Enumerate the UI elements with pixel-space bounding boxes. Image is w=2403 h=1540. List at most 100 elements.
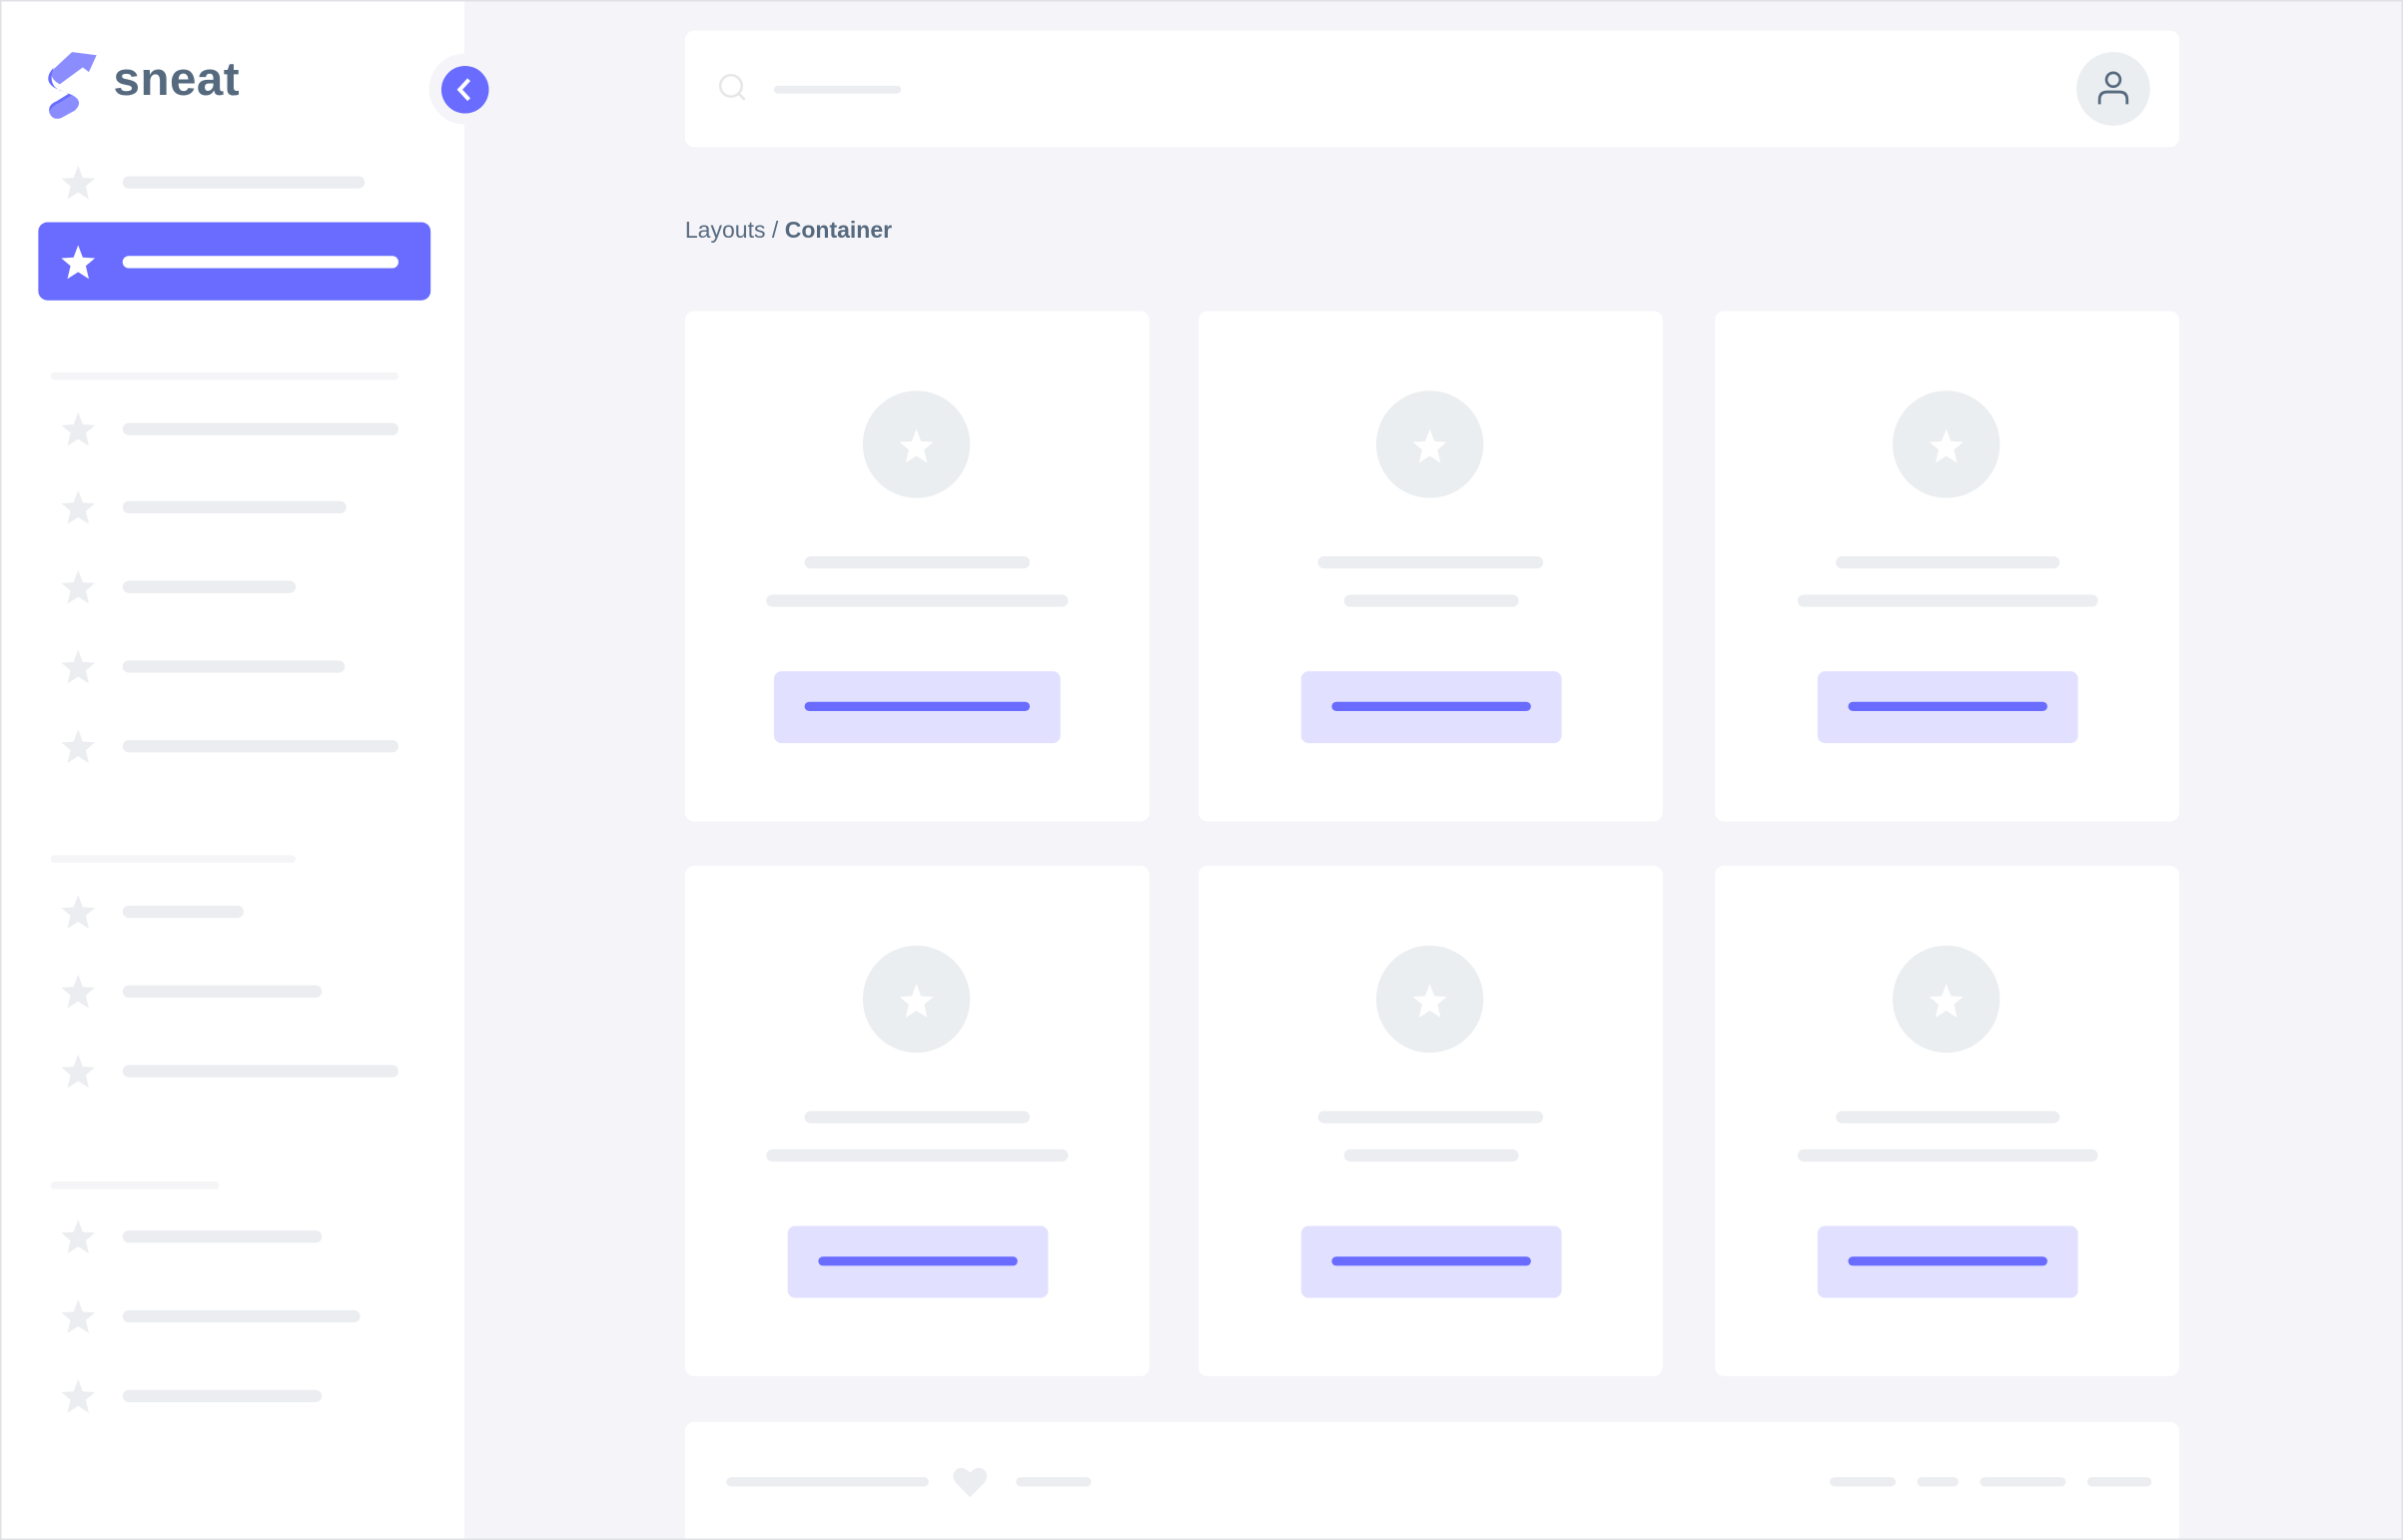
star-icon (61, 649, 96, 684)
star-icon (61, 1219, 96, 1254)
card-button-label (1331, 1256, 1531, 1266)
sidebar-item-label (122, 1389, 323, 1402)
card-icon-circle (862, 945, 971, 1054)
collapse-sidebar-button[interactable] (440, 65, 489, 114)
card-text (1797, 1149, 2098, 1162)
card-text (766, 594, 1069, 607)
card-title (1836, 555, 2060, 569)
card-icon-circle (1892, 390, 2001, 498)
card-button[interactable] (1817, 1225, 2078, 1298)
content-card (684, 865, 1150, 1376)
footer-link[interactable] (1917, 1477, 1959, 1487)
sidebar-item[interactable] (48, 476, 415, 537)
card-button-label (1331, 701, 1531, 711)
card-button[interactable] (1300, 671, 1562, 744)
star-icon (61, 1054, 96, 1089)
star-icon (1929, 984, 1964, 1018)
sidebar-item[interactable] (48, 1206, 415, 1267)
star-icon (61, 569, 96, 604)
star-icon (61, 1299, 96, 1333)
content-card (684, 311, 1150, 822)
star-icon (899, 428, 934, 463)
footer-link[interactable] (2086, 1477, 2152, 1487)
star-icon (1412, 984, 1447, 1018)
sidebar-item[interactable] (48, 636, 415, 697)
sidebar-item-label (122, 740, 399, 753)
star-icon (1412, 428, 1447, 463)
sidebar-item[interactable] (48, 716, 415, 777)
sidebar-item-label (122, 500, 347, 514)
sidebar-item[interactable] (48, 1285, 415, 1346)
sidebar-section-header (50, 372, 399, 381)
sidebar-item-label (122, 580, 297, 593)
content-card (1714, 865, 2179, 1376)
card-text (1797, 594, 2098, 607)
breadcrumb-parent[interactable]: Layouts (684, 217, 766, 244)
user-avatar[interactable] (2076, 52, 2150, 126)
content-card (1714, 311, 2179, 822)
content-card (1198, 311, 1663, 822)
sidebar-item[interactable] (48, 1365, 415, 1426)
card-text (766, 1149, 1069, 1162)
sidebar-item[interactable] (48, 1041, 415, 1102)
sidebar-item-label (122, 905, 244, 919)
search-icon[interactable] (717, 72, 748, 103)
star-icon (61, 729, 96, 764)
card-icon-circle (1375, 945, 1484, 1054)
card-button-label (818, 1256, 1018, 1266)
star-icon (61, 490, 96, 524)
card-button-label (804, 701, 1031, 711)
top-navbar (684, 30, 2179, 148)
breadcrumb-current: Container (784, 217, 893, 244)
sidebar-item[interactable] (48, 152, 415, 213)
sidebar-item[interactable] (48, 398, 415, 459)
breadcrumb: Layouts / Container (685, 218, 892, 244)
sidebar-item-label (122, 1309, 361, 1323)
card-text (1343, 594, 1519, 607)
star-icon (61, 1378, 96, 1413)
star-icon (61, 245, 96, 280)
search-input[interactable] (773, 85, 902, 94)
card-text (1343, 1149, 1519, 1162)
sidebar-section-header (50, 1181, 220, 1189)
card-button[interactable] (1817, 671, 2078, 744)
footer-text (726, 1477, 929, 1487)
footer-link[interactable] (1980, 1477, 2066, 1487)
sneat-logo-icon (48, 52, 97, 119)
sidebar-item-label (122, 1230, 323, 1243)
star-icon (1929, 428, 1964, 463)
card-button-label (1848, 701, 2047, 711)
star-icon (61, 974, 96, 1009)
card-button[interactable] (1300, 1225, 1562, 1298)
card-button[interactable] (787, 1225, 1049, 1298)
card-icon-circle (1375, 390, 1484, 498)
star-icon (61, 411, 96, 446)
card-title (1317, 555, 1544, 569)
card-title (804, 555, 1031, 569)
sidebar-item-label (122, 985, 323, 998)
star-icon (61, 165, 96, 200)
sidebar-item-label (122, 1065, 399, 1078)
user-icon (2097, 71, 2129, 105)
sidebar-item-label (122, 422, 399, 435)
card-title (804, 1111, 1031, 1124)
card-title (1317, 1111, 1544, 1124)
sidebar-item[interactable] (48, 232, 415, 293)
footer-link[interactable] (1830, 1477, 1897, 1487)
sidebar-item-label (122, 660, 346, 673)
content-card (1198, 865, 1663, 1376)
sidebar-item[interactable] (48, 881, 415, 942)
sidebar-item[interactable] (48, 556, 415, 617)
card-button[interactable] (773, 671, 1061, 744)
card-button-label (1848, 1256, 2047, 1266)
sidebar-section-header (50, 855, 297, 863)
sidebar-item-label (122, 256, 399, 269)
sidebar: sneat (1, 1, 500, 1539)
card-title (1836, 1111, 2060, 1124)
sidebar-item[interactable] (48, 961, 415, 1022)
sidebar-item-label (122, 176, 366, 189)
logo-text: sneat (113, 52, 241, 106)
heart-icon (953, 1467, 988, 1498)
footer-link[interactable] (1016, 1477, 1092, 1487)
